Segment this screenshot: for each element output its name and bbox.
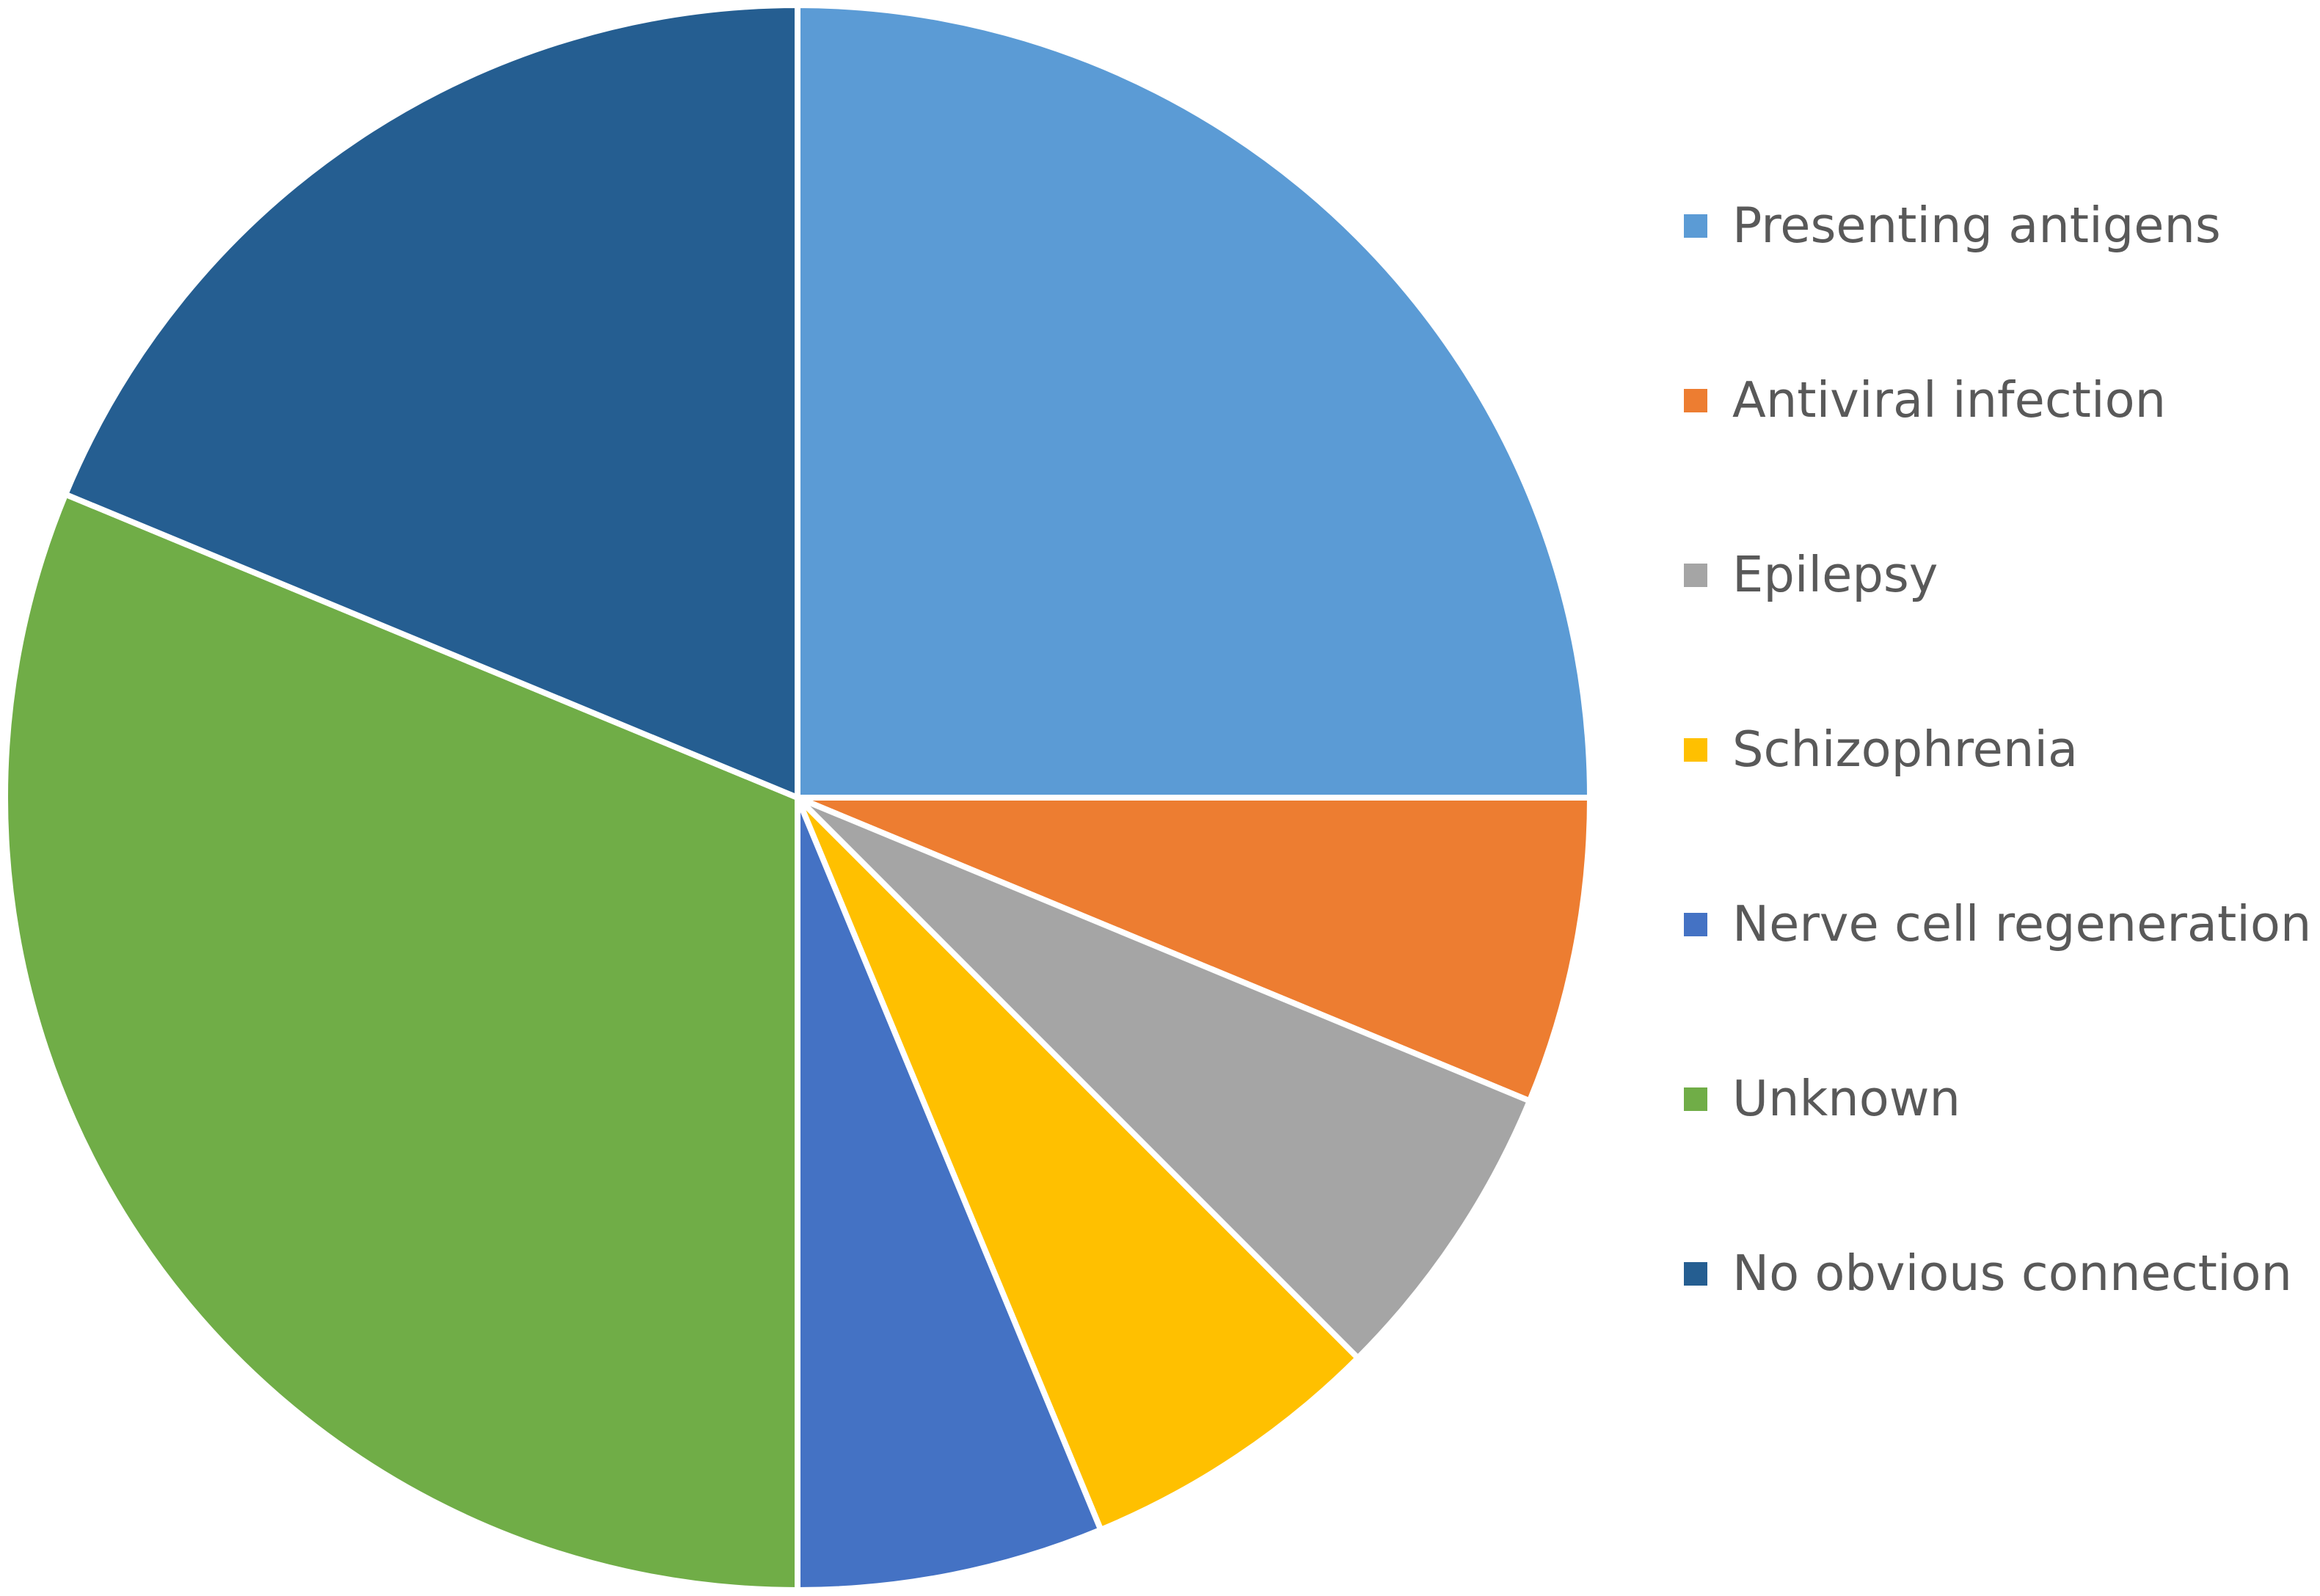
- pie-slice-presenting-antigens: [795, 2, 1593, 801]
- legend-label: Epilepsy: [1732, 546, 1938, 603]
- legend-swatch: [1684, 564, 1707, 587]
- legend-item-epilepsy: Epilepsy: [1684, 542, 2315, 716]
- pie-slice-unknown: [2, 491, 800, 1593]
- legend-swatch: [1684, 913, 1707, 936]
- pie-slice-nerve-cell-regeneration: [795, 795, 1104, 1593]
- legend-label: Presenting antigens: [1732, 197, 2221, 254]
- legend-item-antiviral-infection: Antiviral infection: [1684, 367, 2315, 542]
- legend-label: Schizophrenia: [1732, 721, 2079, 778]
- legend: Presenting antigens Antiviral infection …: [1684, 192, 2315, 1415]
- legend-item-no-obvious-connection: No obvious connection: [1684, 1240, 2315, 1415]
- legend-swatch: [1684, 214, 1707, 238]
- pie-slice-no-obvious-connection: [62, 2, 800, 801]
- legend-swatch: [1684, 389, 1707, 412]
- legend-label: Unknown: [1732, 1070, 1961, 1127]
- legend-label: Antiviral infection: [1732, 371, 2167, 429]
- legend-swatch: [1684, 1262, 1707, 1286]
- pie-slice-antiviral-infection: [795, 795, 1593, 1104]
- legend-item-schizophrenia: Schizophrenia: [1684, 716, 2315, 891]
- legend-item-presenting-antigens: Presenting antigens: [1684, 192, 2315, 367]
- pie-slice-schizophrenia: [795, 795, 1361, 1533]
- pie-slice-epilepsy: [795, 795, 1533, 1361]
- legend-item-nerve-cell-regeneration: Nerve cell regeneration: [1684, 891, 2315, 1065]
- legend-swatch: [1684, 738, 1707, 762]
- legend-swatch: [1684, 1087, 1707, 1111]
- legend-item-unknown: Unknown: [1684, 1065, 2315, 1240]
- legend-label: Nerve cell regeneration: [1732, 895, 2312, 952]
- legend-label: No obvious connection: [1732, 1245, 2293, 1302]
